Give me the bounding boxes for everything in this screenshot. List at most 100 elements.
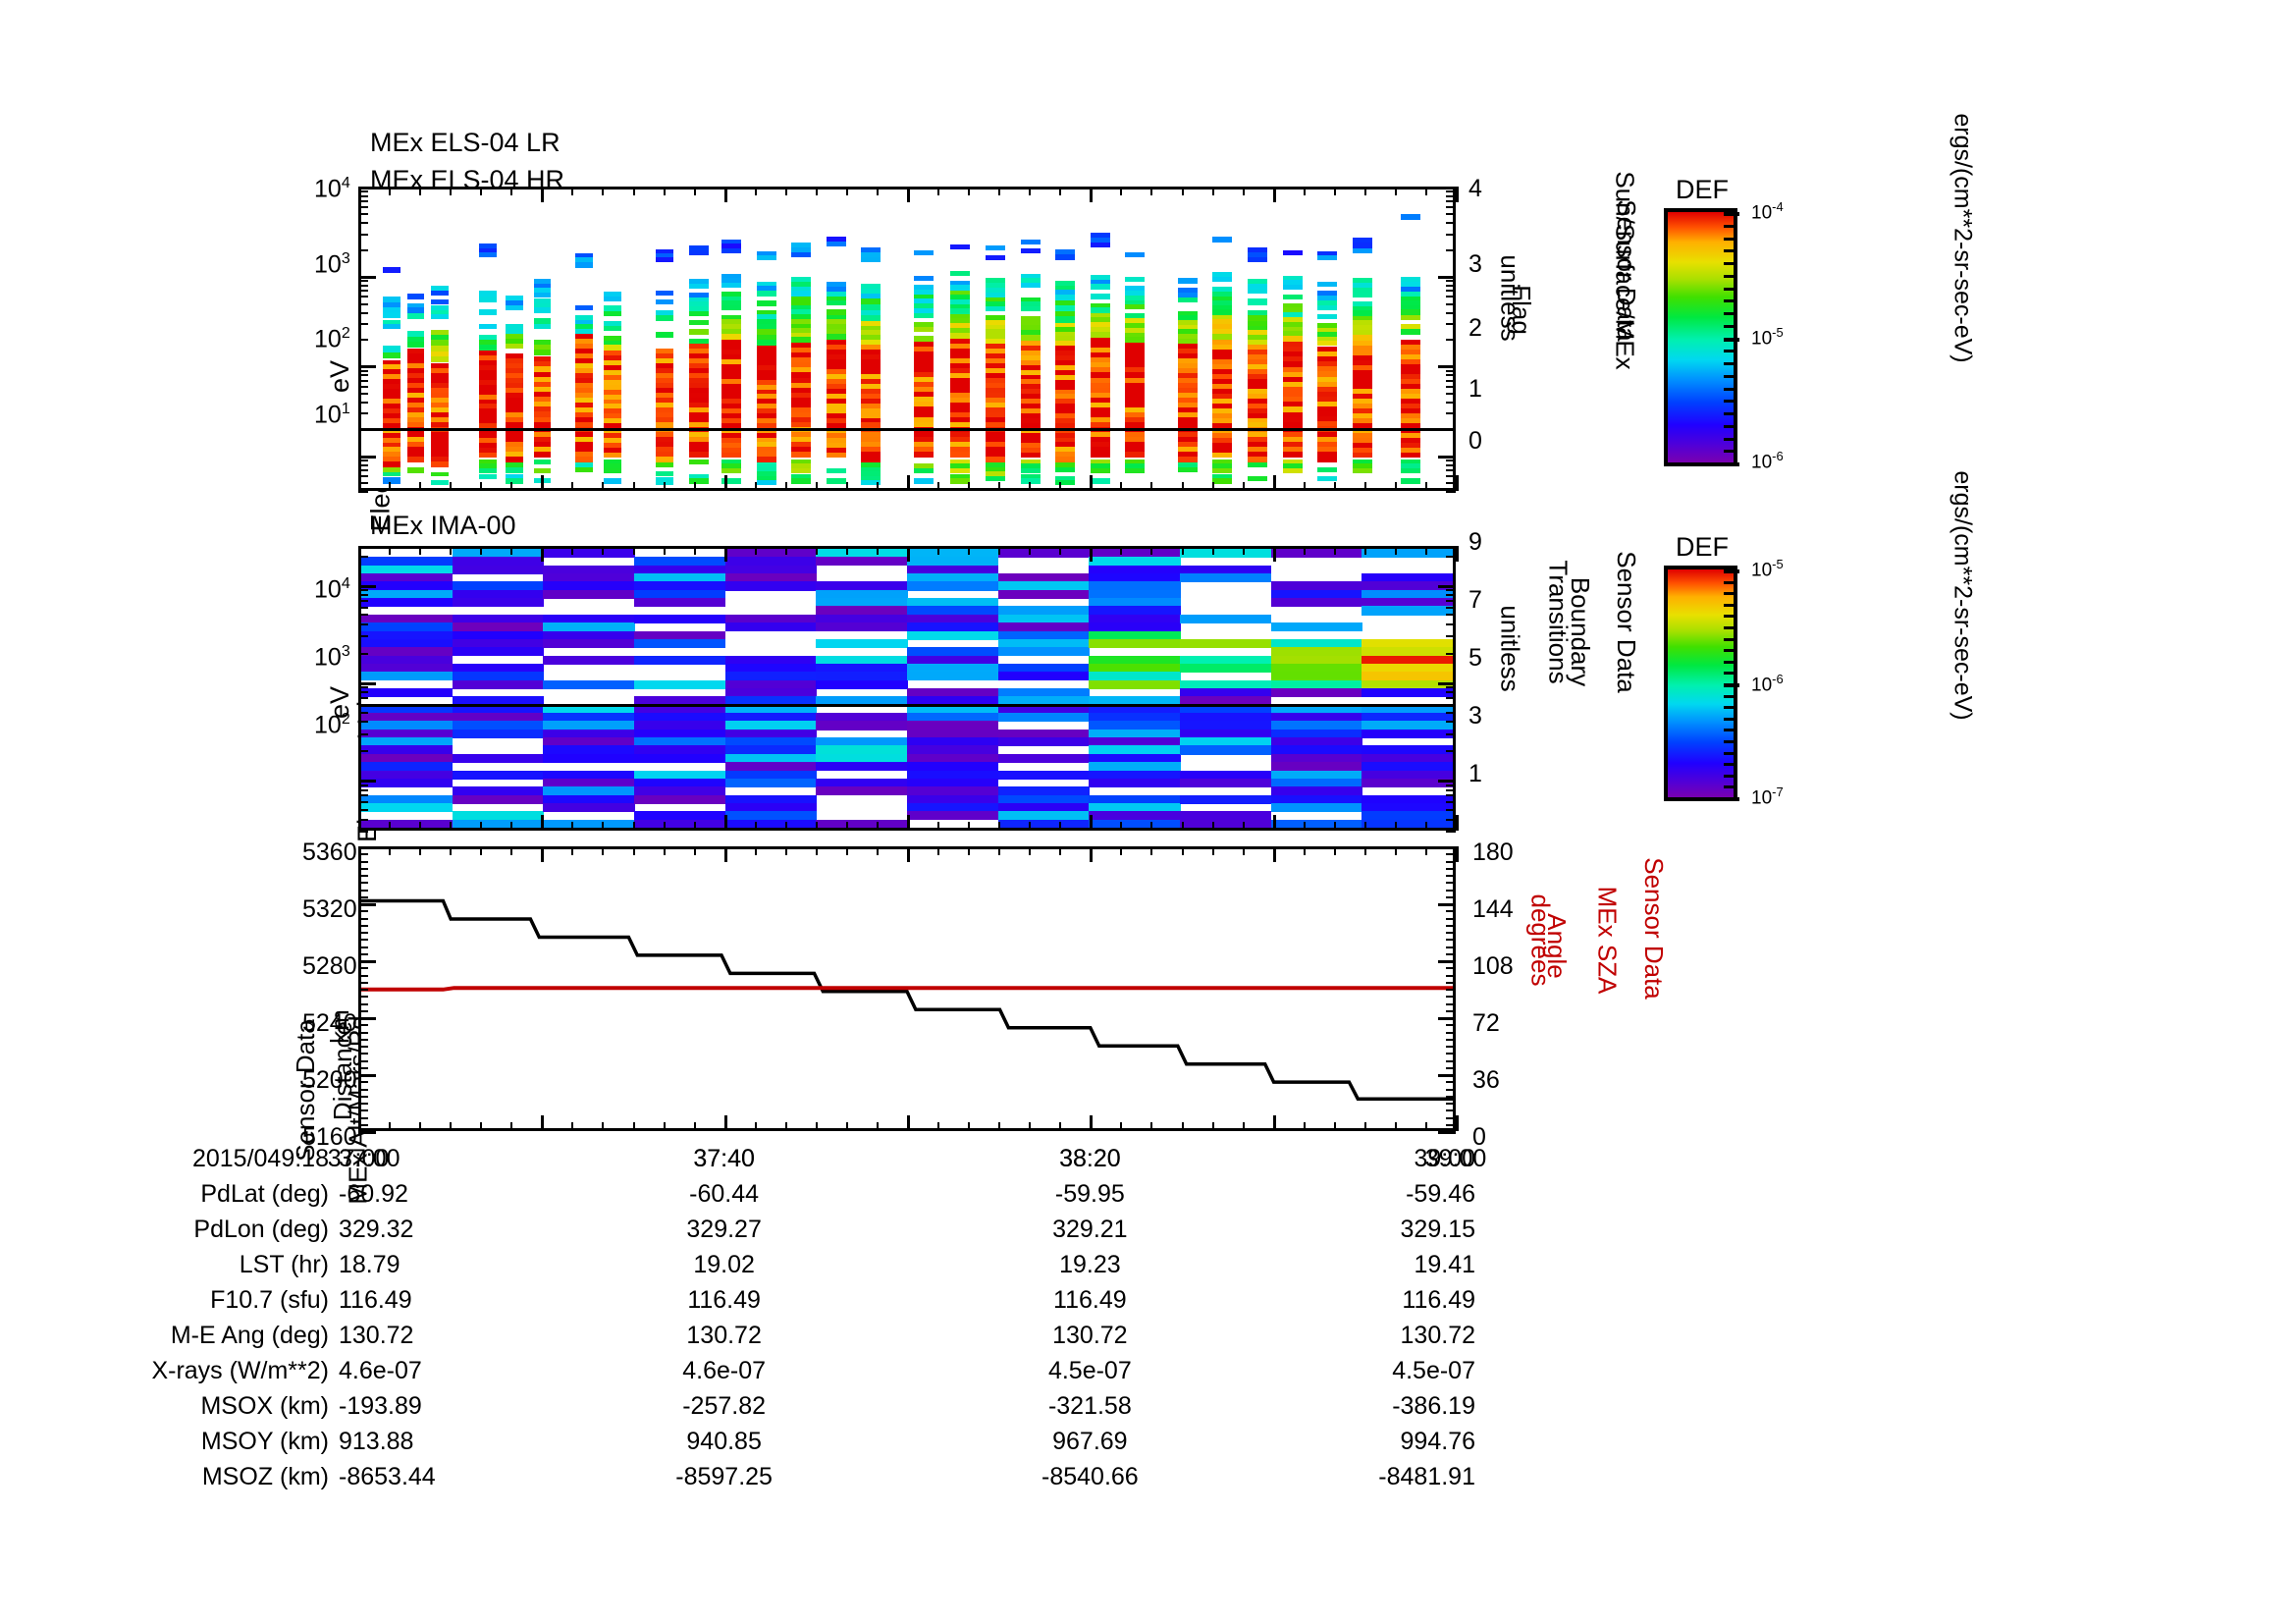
spectrogram-cell [1282,322,1303,328]
spectrogram-cell [1400,353,1420,360]
axis-tick-minor [1446,379,1456,382]
spectrogram-cell [1400,417,1420,424]
spectrogram-cell [543,638,635,649]
spectrogram-cell [688,459,709,464]
spectrogram-cell [1400,314,1420,321]
spectrogram-cell [907,704,999,714]
panel1-right-tick-4: 4 [1468,175,1482,202]
spectrogram-cell [1247,315,1267,322]
spectrogram-cell [1089,598,1181,608]
spectrogram-cell [1270,721,1363,730]
spectrogram-cell [1282,284,1303,291]
spectrogram-cell [505,324,523,330]
spectrogram-cell [724,679,818,689]
spectrogram-cell [505,388,523,394]
axis-tick-minor [1446,1024,1456,1027]
spectrogram-cell [1177,412,1198,418]
axis-tick-minor [358,831,368,833]
spectrogram-cell [1352,437,1372,444]
spectrogram-cell [913,342,934,348]
spectrogram-cell [913,249,934,256]
spectrogram-cell [383,301,401,308]
spectrogram-cell [431,340,449,346]
spectrogram-cell [861,432,881,438]
spectrogram-cell [1055,413,1076,419]
panel3-right-axis-label-2: MEx SZA [1592,886,1623,995]
spectrogram-cell [1090,372,1110,379]
spectrogram-cell [950,244,971,250]
panel2-right-axis-label-4: unitless [1495,605,1525,692]
panel1-els-spectrogram[interactable] [358,187,1456,491]
axis-tick-minor [358,895,368,898]
axis-tick-major [358,846,376,849]
spectrogram-cell [406,417,425,423]
spectrogram-cell [634,581,726,591]
panel3-right-tick-108: 108 [1472,952,1514,980]
spectrogram-cell [688,283,709,289]
spectrogram-cell [1125,327,1146,334]
spectrogram-cell [479,463,497,469]
spectrogram-cell [1125,318,1146,324]
spectrogram-cell [431,334,449,341]
spectrogram-cell [913,437,934,443]
spectrogram-cell [907,647,999,657]
table-cell: 38:20 [1059,1145,1121,1172]
spectrogram-cell [756,476,776,481]
spectrogram-cell [361,778,454,788]
spectrogram-cell [1362,745,1453,755]
spectrogram-cell [1125,251,1146,258]
spectrogram-cell [1317,327,1338,333]
spectrogram-cell [479,365,497,371]
panel3-altitude-sza[interactable] [358,846,1456,1131]
table-cell: 116.49 [1053,1286,1127,1314]
spectrogram-cell [907,672,999,681]
spectrogram-cell [1055,399,1076,405]
spectrogram-cell [361,565,454,574]
axis-tick-minor [937,846,940,855]
spectrogram-cell [1177,373,1198,379]
axis-tick-minor [1446,1002,1456,1005]
spectrogram-cell [986,305,1006,312]
axis-tick-minor [845,482,848,491]
spectrogram-cell [1362,778,1453,788]
spectrogram-cell [479,243,497,249]
spectrogram-cell [1212,417,1233,424]
spectrogram-cell [634,713,726,723]
axis-tick-minor [1446,818,1456,821]
spectrogram-cell [1352,374,1372,381]
colorbar-tick-minor [1724,717,1734,721]
spectrogram-cell [1317,436,1338,443]
spectrogram-cell [1020,315,1041,322]
spectrogram-cell [907,688,999,698]
spectrogram-cell [791,392,812,399]
spectrogram-cell [1282,452,1303,459]
spectrogram-cell [756,329,776,336]
panel2-ima-spectrogram[interactable] [358,546,1456,831]
colorbar-tick-minor [1724,350,1734,353]
axis-tick-minor [663,546,666,555]
spectrogram-cell [1352,413,1372,419]
spectrogram-cell [1177,338,1198,344]
colorbar-tick-minor [1724,637,1734,641]
table-cell: 130.72 [1052,1322,1128,1349]
spectrogram-cell [913,347,934,352]
spectrogram-cell [997,819,1091,828]
spectrogram-cell [1247,374,1267,380]
spectrogram-cell [950,403,971,408]
spectrogram-cell [913,322,934,328]
axis-tick-major [1090,475,1094,491]
spectrogram-cell [756,408,776,414]
spectrogram-cell [656,452,674,458]
spectrogram-cell [505,452,523,458]
axis-tick-minor [876,187,879,195]
spectrogram-cell [724,655,818,665]
spectrogram-cell [1177,292,1198,298]
spectrogram-cell [791,406,812,413]
spectrogram-cell [791,277,812,283]
spectrogram-cell [1177,320,1198,326]
spectrogram-cell [1282,352,1303,357]
axis-tick-minor [358,213,368,216]
spectrogram-cell [756,300,776,306]
spectrogram-cell [479,252,497,258]
axis-tick-minor [358,280,368,283]
